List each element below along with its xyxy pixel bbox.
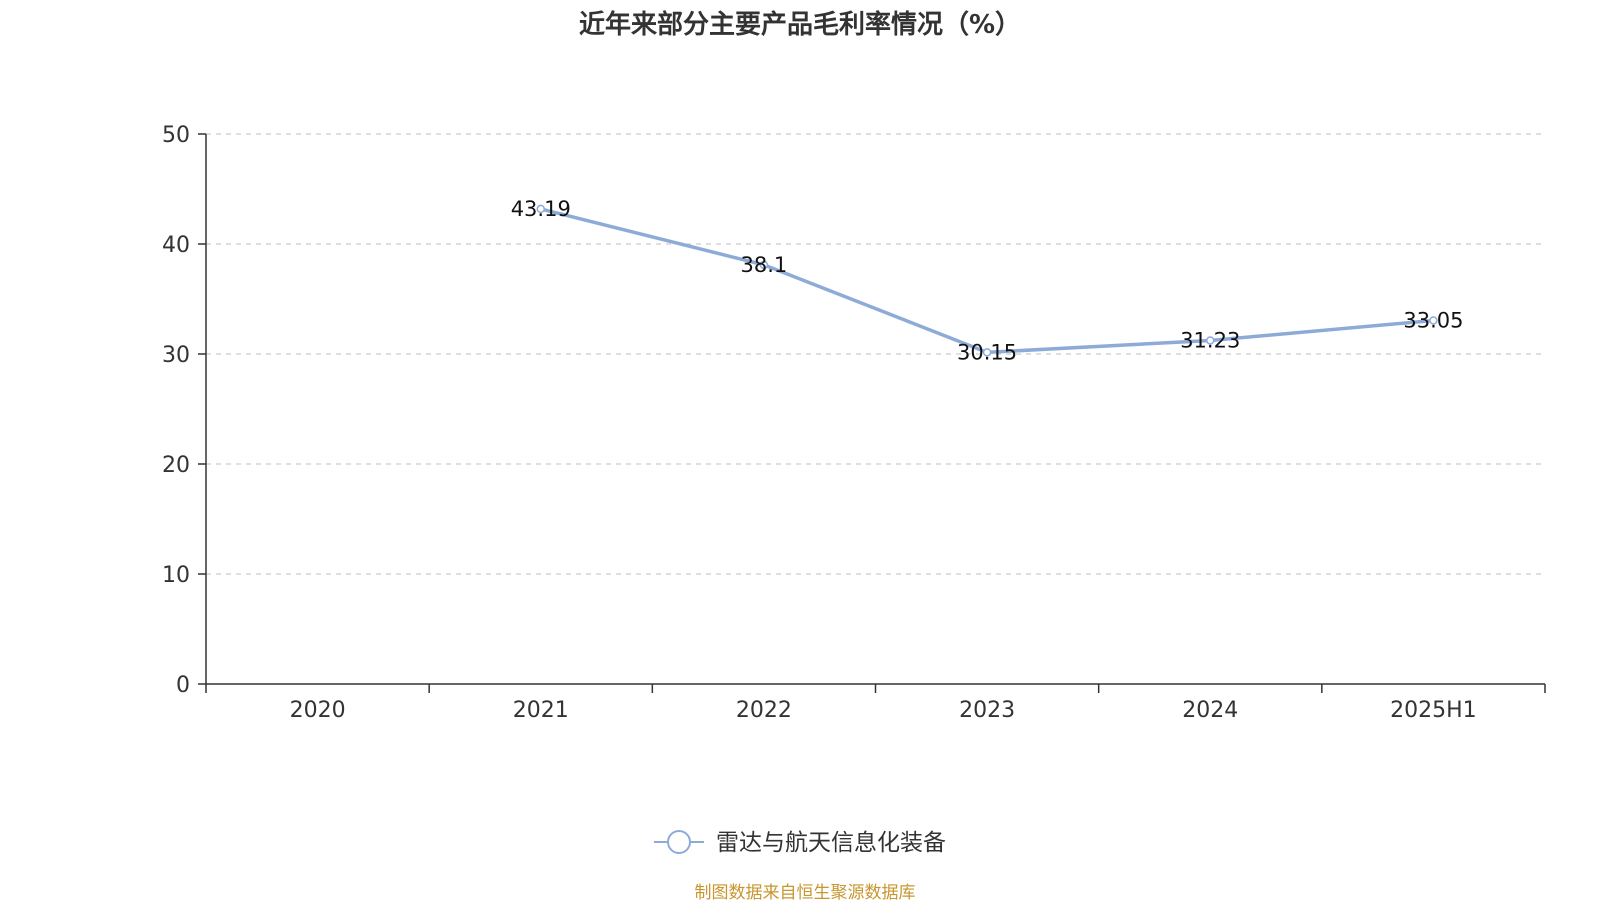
- series-line: [540, 207, 1434, 355]
- data-point[interactable]: [982, 348, 992, 357]
- y-tick-label: 50: [162, 123, 190, 148]
- x-tick-label: 2022: [736, 698, 792, 723]
- x-axis-ticks: 2020 2021 2022 2023 2024 2025H1: [205, 684, 1546, 723]
- x-tick-label: 2023: [959, 698, 1015, 723]
- y-axis-ticks: 0 10 20 30 40 50: [162, 123, 206, 698]
- x-tick-label: 2024: [1182, 698, 1238, 723]
- legend-label: 雷达与航天信息化装备: [716, 830, 946, 856]
- x-tick-label: 2021: [513, 698, 569, 723]
- y-tick-label: 0: [176, 673, 190, 698]
- x-tick-label: 2020: [290, 698, 346, 723]
- y-tick-label: 40: [162, 233, 190, 258]
- data-point[interactable]: [759, 260, 769, 270]
- y-tick-label: 30: [162, 343, 190, 368]
- x-tick-label: 2025H1: [1390, 698, 1477, 723]
- y-tick-label: 20: [162, 453, 190, 478]
- grid-lines: [206, 133, 1545, 575]
- data-point[interactable]: [1206, 336, 1215, 345]
- data-label: 33.05: [1403, 308, 1463, 332]
- y-tick-label: 10: [162, 563, 190, 588]
- data-label: 30.15: [957, 340, 1017, 364]
- data-point[interactable]: [1429, 316, 1438, 325]
- series-layer: [536, 204, 1438, 357]
- data-point[interactable]: [536, 204, 545, 214]
- chart-title: 近年来部分主要产品毛利率情况（%）: [579, 9, 1021, 40]
- data-labels: 43.19 38.1 30.15 31.23 33.05: [511, 197, 1464, 364]
- legend-circle-icon: [667, 830, 691, 854]
- legend[interactable]: 雷达与航天信息化装备: [654, 830, 946, 856]
- data-label: 43.19: [511, 197, 571, 221]
- data-label: 38.1: [741, 253, 788, 277]
- data-label: 31.23: [1180, 328, 1240, 352]
- source-note: 制图数据来自恒生聚源数据库: [695, 883, 916, 900]
- axes: [205, 134, 1545, 685]
